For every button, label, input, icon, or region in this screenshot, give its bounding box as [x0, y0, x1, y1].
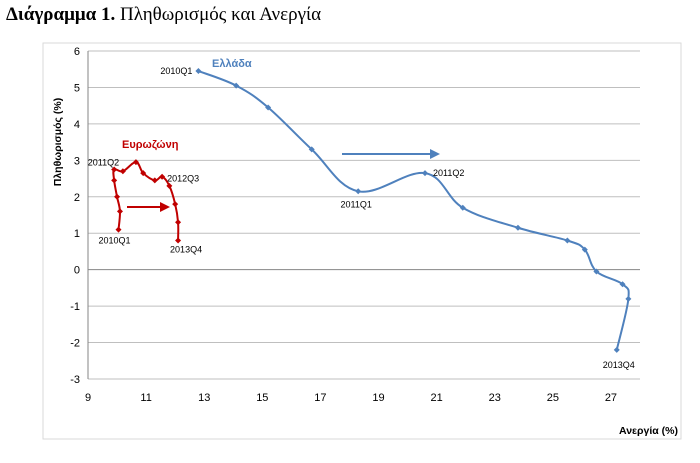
y-tick-label: 3 — [74, 155, 80, 167]
point-label: 2013Q4 — [603, 360, 635, 370]
x-tick-label: 11 — [140, 392, 151, 404]
point-label: 2010Q1 — [160, 66, 192, 76]
point-label: 2012Q3 — [167, 174, 199, 184]
eurozone-data-point — [111, 166, 118, 173]
x-tick-label: 15 — [256, 392, 268, 404]
document-caption: Διάγραμμα 1. Πληθωρισμός και Ανεργία — [6, 4, 321, 26]
eurozone-data-point — [175, 219, 182, 226]
x-tick-label: 9 — [85, 392, 91, 404]
y-axis-label: Πληθωρισμός (%) — [52, 98, 64, 187]
greece-data-point — [613, 346, 620, 353]
greece-data-point — [459, 204, 466, 211]
eurozone-data-point — [175, 237, 182, 244]
caption-number: Διάγραμμα 1. — [6, 4, 116, 25]
x-tick-label: 13 — [198, 392, 210, 404]
eurozone-data-point — [116, 208, 123, 215]
y-tick-label: 4 — [74, 119, 80, 131]
point-label: 2011Q2 — [433, 168, 464, 178]
chart-frame — [42, 42, 682, 440]
greece-data-point — [514, 224, 521, 231]
eurozone-data-point — [140, 170, 147, 177]
point-label: 2013Q4 — [170, 245, 202, 255]
greece-data-point — [233, 82, 240, 89]
x-tick-label: 25 — [547, 392, 559, 404]
eurozone-data-point — [159, 173, 166, 180]
eurozone-data-point — [111, 177, 118, 184]
greece-data-point — [195, 68, 202, 75]
y-tick-label: 0 — [74, 265, 80, 277]
y-tick-label: -3 — [70, 374, 80, 386]
greece-data-point — [355, 188, 362, 195]
series-label-eurozone: Ευρωζώνη — [122, 139, 179, 151]
greece-data-point — [619, 281, 626, 288]
caption-text: Πληθωρισμός και Ανεργία — [115, 4, 322, 25]
point-label: 2011Q2 — [88, 157, 119, 167]
greece-data-point — [593, 268, 600, 275]
x-tick-label: 19 — [372, 392, 384, 404]
greece-data-point — [564, 237, 571, 244]
eurozone-data-point — [115, 226, 122, 233]
chart-container: -3 -2 -1 0 1 2 3 4 5 6 9 11 13 15 17 19 21 23 25 27 2010Q1 2… — [42, 42, 682, 440]
y-tick-label: 2 — [74, 192, 80, 204]
greece-data-point — [308, 146, 315, 153]
y-tick-label: -2 — [70, 338, 80, 350]
y-tick-label: 6 — [74, 46, 80, 58]
y-tick-label: -1 — [70, 301, 80, 313]
point-label: 2011Q1 — [341, 199, 372, 209]
eurozone-data-point — [166, 182, 173, 189]
x-tick-label: 27 — [605, 392, 617, 404]
x-tick-label: 17 — [314, 392, 326, 404]
eurozone-data-point — [132, 159, 139, 166]
x-tick-label: 21 — [431, 392, 443, 404]
eurozone-data-point — [151, 177, 158, 184]
greece-data-point — [625, 295, 632, 302]
eurozone-data-point — [114, 193, 121, 200]
greece-data-point — [265, 104, 272, 111]
point-label: 2010Q1 — [98, 236, 130, 246]
x-axis-label: Ανεργία (%) — [619, 425, 678, 437]
y-tick-label: 5 — [74, 82, 80, 94]
eurozone-data-point — [119, 168, 126, 175]
greece-series-line — [198, 70, 630, 351]
x-tick-label: 23 — [489, 392, 501, 404]
greece-data-point — [581, 246, 588, 253]
eurozone-data-point — [172, 201, 179, 208]
greece-data-point — [422, 170, 429, 177]
y-tick-label: 1 — [74, 228, 80, 240]
series-label-greece: Ελλάδα — [212, 58, 252, 70]
